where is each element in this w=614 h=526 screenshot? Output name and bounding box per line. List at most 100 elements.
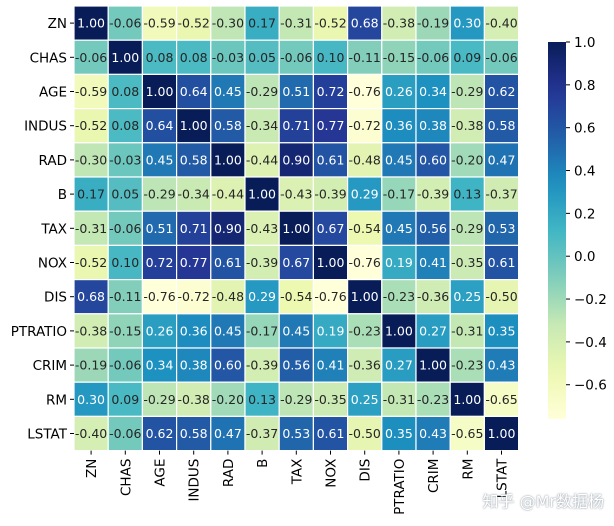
cell-value-label: 0.61 <box>317 426 345 441</box>
cell-value-label: -0.06 <box>280 50 312 65</box>
cell-value-label: -0.76 <box>314 289 346 304</box>
heatmap-cell <box>483 176 520 212</box>
cell-value-label: 0.60 <box>419 152 447 167</box>
heatmap-cell <box>141 39 178 76</box>
heatmap-cell <box>415 210 451 246</box>
heatmap-cell <box>312 39 349 76</box>
x-tick-label: NOX <box>324 459 340 488</box>
cell-value-label: 0.09 <box>111 392 139 407</box>
cell-value-label: 0.09 <box>453 50 481 65</box>
heatmap-cell <box>381 73 417 110</box>
heatmap-cell <box>176 313 212 349</box>
cell-value-label: 0.29 <box>248 289 276 304</box>
heatmap-cell <box>210 381 246 418</box>
cell-value-label: -0.38 <box>383 16 415 31</box>
x-tick-label: B <box>255 459 271 468</box>
y-tick-label: AGE <box>39 85 67 101</box>
x-tick-label: RAD <box>221 459 237 487</box>
cell-value-label: 0.45 <box>214 323 242 338</box>
cell-value-label: 0.47 <box>488 152 516 167</box>
cell-value-label: 0.45 <box>385 221 413 236</box>
cell-value-label: -0.52 <box>178 16 210 31</box>
cell-value-label: -0.76 <box>349 255 381 270</box>
x-tick-label: TAX <box>289 459 305 486</box>
heatmap-cell <box>483 39 520 76</box>
cell-value-label: 0.67 <box>317 221 345 236</box>
cell-value-label: 0.61 <box>317 152 345 167</box>
colorbar-tick-label: 0.8 <box>574 78 595 94</box>
heatmap-cell <box>312 279 349 315</box>
heatmap-cell <box>244 107 280 144</box>
cell-value-label: 0.41 <box>419 255 447 270</box>
heatmap-cell <box>210 313 246 349</box>
cell-value-label: -0.29 <box>280 392 312 407</box>
cell-value-label: -0.31 <box>451 323 483 338</box>
heatmap-cell <box>483 415 520 452</box>
cell-value-label: 0.62 <box>146 426 174 441</box>
cell-value-label: -0.29 <box>143 392 175 407</box>
x-tick-label: DIS <box>358 459 374 482</box>
heatmap-cell <box>73 347 109 383</box>
heatmap-cell <box>449 142 486 178</box>
heatmap-cell <box>483 244 520 281</box>
cell-value-label: 0.67 <box>282 255 310 270</box>
x-tick-label: CRIM <box>426 459 442 493</box>
y-tick-label: B <box>58 187 67 203</box>
heatmap-cell <box>347 39 383 76</box>
cell-value-label: -0.43 <box>246 221 278 236</box>
cell-value-label: 0.38 <box>180 358 208 373</box>
cell-value-label: -0.29 <box>451 84 483 99</box>
heatmap-cell <box>381 39 417 76</box>
heatmap-cell <box>176 347 212 383</box>
y-tick-label: INDUS <box>24 119 67 135</box>
cell-value-label: 0.27 <box>419 323 447 338</box>
cell-value-label: -0.38 <box>451 118 483 133</box>
cell-value-label: 1.00 <box>282 221 310 236</box>
heatmap-cell <box>210 415 246 452</box>
heatmap-cell <box>176 415 212 452</box>
cell-value-label: -0.30 <box>75 152 107 167</box>
heatmap-cell <box>381 107 417 144</box>
heatmap-cell <box>449 107 486 144</box>
heatmap-cell <box>278 107 315 144</box>
cell-value-label: 0.61 <box>214 255 242 270</box>
heatmap-cell <box>381 313 417 349</box>
cell-value-label: 0.43 <box>419 426 447 441</box>
cell-value-label: 0.17 <box>248 16 276 31</box>
heatmap-cell <box>278 39 315 76</box>
cell-value-label: 0.17 <box>77 187 105 202</box>
cell-value-label: 0.08 <box>111 84 139 99</box>
heatmap-cell <box>483 210 520 246</box>
cell-value-label: -0.72 <box>349 118 381 133</box>
cell-value-label: -0.39 <box>417 187 449 202</box>
heatmap-cell <box>278 244 315 281</box>
heatmap-cell <box>312 244 349 281</box>
heatmap-cell <box>107 381 143 418</box>
heatmap-cell <box>415 176 451 212</box>
cell-value-label: 0.71 <box>180 221 208 236</box>
cell-value-label: 0.64 <box>146 118 174 133</box>
cell-value-label: 0.45 <box>282 323 310 338</box>
cell-value-label: -0.34 <box>178 187 210 202</box>
cell-value-label: -0.11 <box>349 50 381 65</box>
cell-value-label: 1.00 <box>214 152 242 167</box>
cell-value-label: 0.51 <box>282 84 310 99</box>
cell-value-label: -0.72 <box>178 289 210 304</box>
cell-value-label: -0.38 <box>178 392 210 407</box>
heatmap-cell <box>347 107 383 144</box>
cell-value-label: 0.36 <box>180 323 208 338</box>
cell-value-label: -0.19 <box>417 16 449 31</box>
cell-value-label: -0.40 <box>75 426 107 441</box>
cell-value-label: 0.05 <box>248 50 276 65</box>
cell-value-label: 0.51 <box>146 221 174 236</box>
heatmap-cell <box>381 415 417 452</box>
heatmap-cell <box>449 415 486 452</box>
x-tick-label: INDUS <box>187 459 203 502</box>
cell-value-label: -0.44 <box>212 187 244 202</box>
cell-value-label: -0.59 <box>143 16 175 31</box>
cell-value-label: -0.40 <box>485 16 517 31</box>
heatmap-cell <box>347 142 383 178</box>
heatmap-cell <box>278 176 315 212</box>
heatmap-cell <box>415 107 451 144</box>
